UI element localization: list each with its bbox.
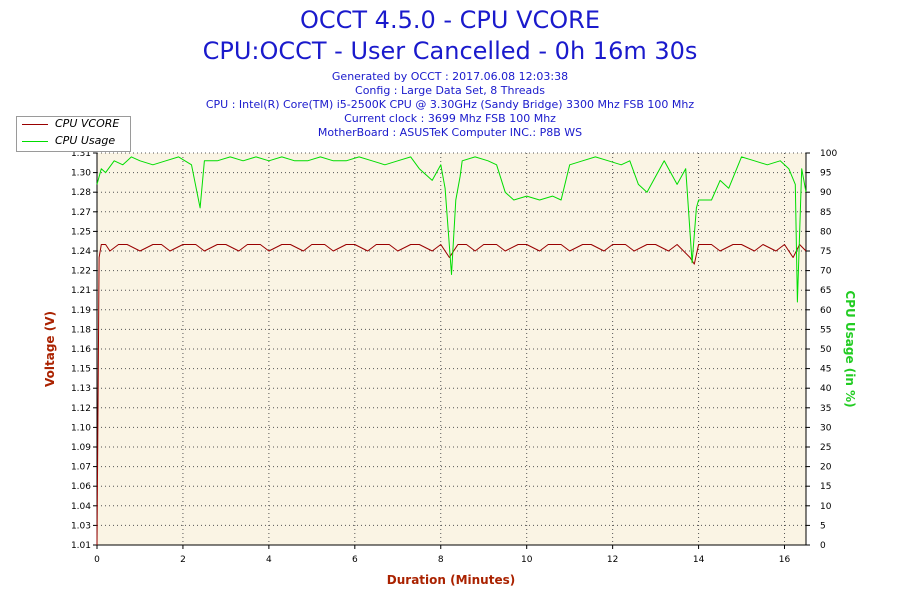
y-left-tick-label: 1.07 <box>71 463 91 473</box>
y-left-tick-label: 1.04 <box>71 502 91 512</box>
x-tick-label: 2 <box>180 555 186 565</box>
legend-item-usage: CPU Usage <box>17 134 130 150</box>
x-tick-label: 8 <box>438 555 444 565</box>
y-left-tick-label: 1.27 <box>71 208 91 218</box>
y-right-tick-label: 65 <box>820 286 831 296</box>
plot-background <box>97 153 806 545</box>
y-right-tick-label: 30 <box>820 423 832 433</box>
legend-swatch-vcore <box>22 124 48 125</box>
legend-item-vcore: CPU VCORE <box>17 117 130 133</box>
x-tick-label: 4 <box>266 555 272 565</box>
y-left-tick-label: 1.06 <box>71 482 91 492</box>
x-tick-label: 6 <box>352 555 358 565</box>
chart-title: OCCT 4.5.0 - CPU VCORE <box>299 6 600 34</box>
series-line-cpu-usage <box>96 156 807 303</box>
x-tick-label: 0 <box>94 555 100 565</box>
y-right-tick-label: 35 <box>820 404 831 414</box>
y-left-tick-label: 1.12 <box>71 404 91 414</box>
info-generated: Generated by OCCT : 2017.06.08 12:03:38 <box>331 70 569 83</box>
info-current-clock: Current clock : 3699 Mhz FSB 100 Mhz <box>344 112 556 125</box>
y-right-tick-label: 25 <box>820 443 831 453</box>
legend-swatch-usage <box>22 141 48 142</box>
y-right-tick-label: 5 <box>820 521 826 531</box>
y-right-tick-label: 0 <box>820 541 826 551</box>
y-left-tick-label: 1.22 <box>71 267 91 277</box>
y-right-tick-label: 60 <box>820 306 832 316</box>
y-right-tick-label: 90 <box>820 188 832 198</box>
y-left-tick-label: 1.21 <box>71 286 91 296</box>
y-left-tick-label: 1.10 <box>71 423 91 433</box>
y-right-tick-label: 45 <box>820 365 831 375</box>
y-right-tick-label: 40 <box>820 384 832 394</box>
y-left-tick-label: 1.28 <box>71 188 91 198</box>
y-axis-right-title: CPU Usage (in %) <box>843 290 857 407</box>
y-left-tick-label: 1.19 <box>71 306 91 316</box>
y-left-tick-label: 1.15 <box>71 365 91 375</box>
chart-subtitle: CPU:OCCT - User Cancelled - 0h 16m 30s <box>202 37 698 65</box>
y-left-tick-label: 1.25 <box>71 227 91 237</box>
y-right-tick-label: 100 <box>820 149 837 159</box>
legend-label-vcore: CPU VCORE <box>55 117 120 130</box>
legend: CPU VCORE CPU Usage <box>16 116 131 152</box>
y-right-tick-label: 75 <box>820 247 831 257</box>
y-axis-left-title: Voltage (V) <box>43 311 57 387</box>
legend-label-usage: CPU Usage <box>55 134 116 147</box>
y-right-tick-label: 70 <box>820 267 832 277</box>
info-cpu: CPU : Intel(R) Core(TM) i5-2500K CPU @ 3… <box>205 98 695 111</box>
y-left-tick-label: 1.16 <box>71 345 91 355</box>
y-right-tick-label: 10 <box>820 502 832 512</box>
info-motherboard: MotherBoard : ASUSTeK Computer INC.: P8B… <box>317 126 583 139</box>
x-tick-label: 14 <box>693 555 705 565</box>
y-left-tick-label: 1.30 <box>71 169 91 179</box>
info-config: Config : Large Data Set, 8 Threads <box>355 84 545 97</box>
y-right-tick-label: 80 <box>820 227 832 237</box>
y-right-tick-label: 50 <box>820 345 832 355</box>
series-layer <box>96 156 807 546</box>
x-tick-label: 10 <box>521 555 533 565</box>
y-left-tick-label: 1.18 <box>71 325 91 335</box>
y-left-tick-label: 1.24 <box>71 247 91 257</box>
y-left-tick-label: 1.13 <box>71 384 91 394</box>
y-right-tick-label: 20 <box>820 463 832 473</box>
axes: 1.01 1.03 1.04 1.06 1.07 1.09 1.10 1.12 1.13 1.15… <box>71 149 837 565</box>
y-left-tick-label: 1.31 <box>71 149 91 159</box>
x-axis-title: Duration (Minutes) <box>387 573 515 587</box>
y-right-tick-label: 15 <box>820 482 831 492</box>
y-left-tick-label: 1.09 <box>71 443 91 453</box>
y-right-tick-label: 95 <box>820 169 831 179</box>
y-left-tick-label: 1.03 <box>71 521 91 531</box>
series-line-cpu-vcore <box>96 244 807 546</box>
y-right-tick-label: 85 <box>820 208 831 218</box>
y-right-tick-label: 55 <box>820 325 831 335</box>
y-left-tick-label: 1.01 <box>71 541 91 551</box>
x-tick-label: 16 <box>779 555 791 565</box>
x-tick-label: 12 <box>607 555 618 565</box>
